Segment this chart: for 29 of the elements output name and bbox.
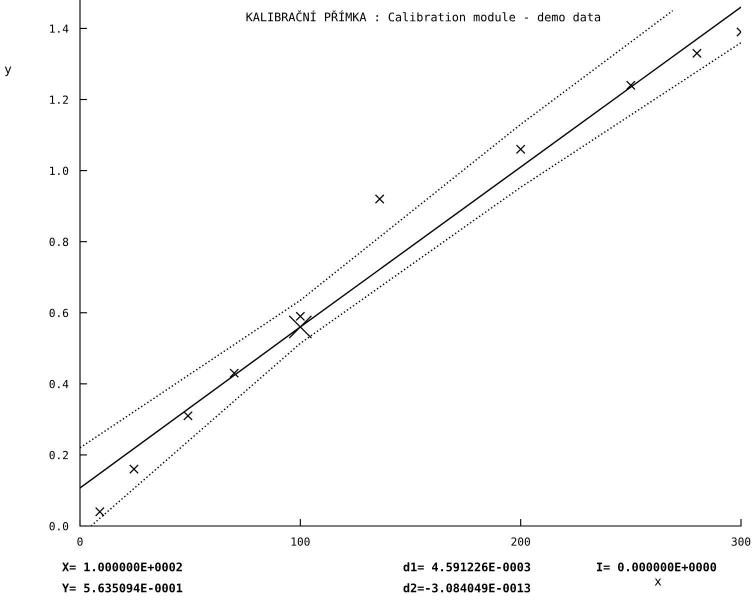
y-tick-label: 1.4	[50, 24, 68, 33]
point	[374, 194, 384, 204]
point	[129, 464, 139, 474]
point	[229, 368, 240, 378]
y-tick-label: 0.8	[50, 238, 68, 246]
point	[626, 80, 636, 90]
point	[183, 411, 193, 421]
text: X= 1.000000E+0002	[62, 562, 182, 572]
y-tick-label: 0.0	[50, 522, 68, 530]
point	[95, 506, 105, 517]
y-tick-label: 0.6	[50, 308, 68, 318]
point	[692, 48, 702, 58]
x-tick-label: 300	[732, 537, 750, 546]
y-tick-label: 0.2	[50, 450, 68, 460]
y-tick-label: 1.2	[50, 96, 68, 104]
x-tick-label: 200	[511, 537, 530, 546]
x-tick-label: 0	[77, 537, 83, 546]
text: d2=-3.084049E-0013	[404, 583, 530, 592]
x-tick-label: 100	[292, 537, 310, 546]
text: KALIBRAČNÍ PŘÍMKA : Calibration module - demo data	[246, 10, 600, 22]
text: Y= 5.635094E-0001	[62, 583, 182, 592]
text: I= 0.000000E+0000	[596, 562, 716, 572]
y-axis-title: y	[4, 66, 12, 76]
x-axis-title: x	[654, 578, 662, 586]
point	[296, 312, 306, 322]
text: d1= 4.591226E-0003	[404, 562, 530, 572]
point	[516, 144, 526, 154]
y-tick-label: 0.4	[50, 380, 68, 388]
y-tick-label: 1.0	[50, 166, 68, 176]
